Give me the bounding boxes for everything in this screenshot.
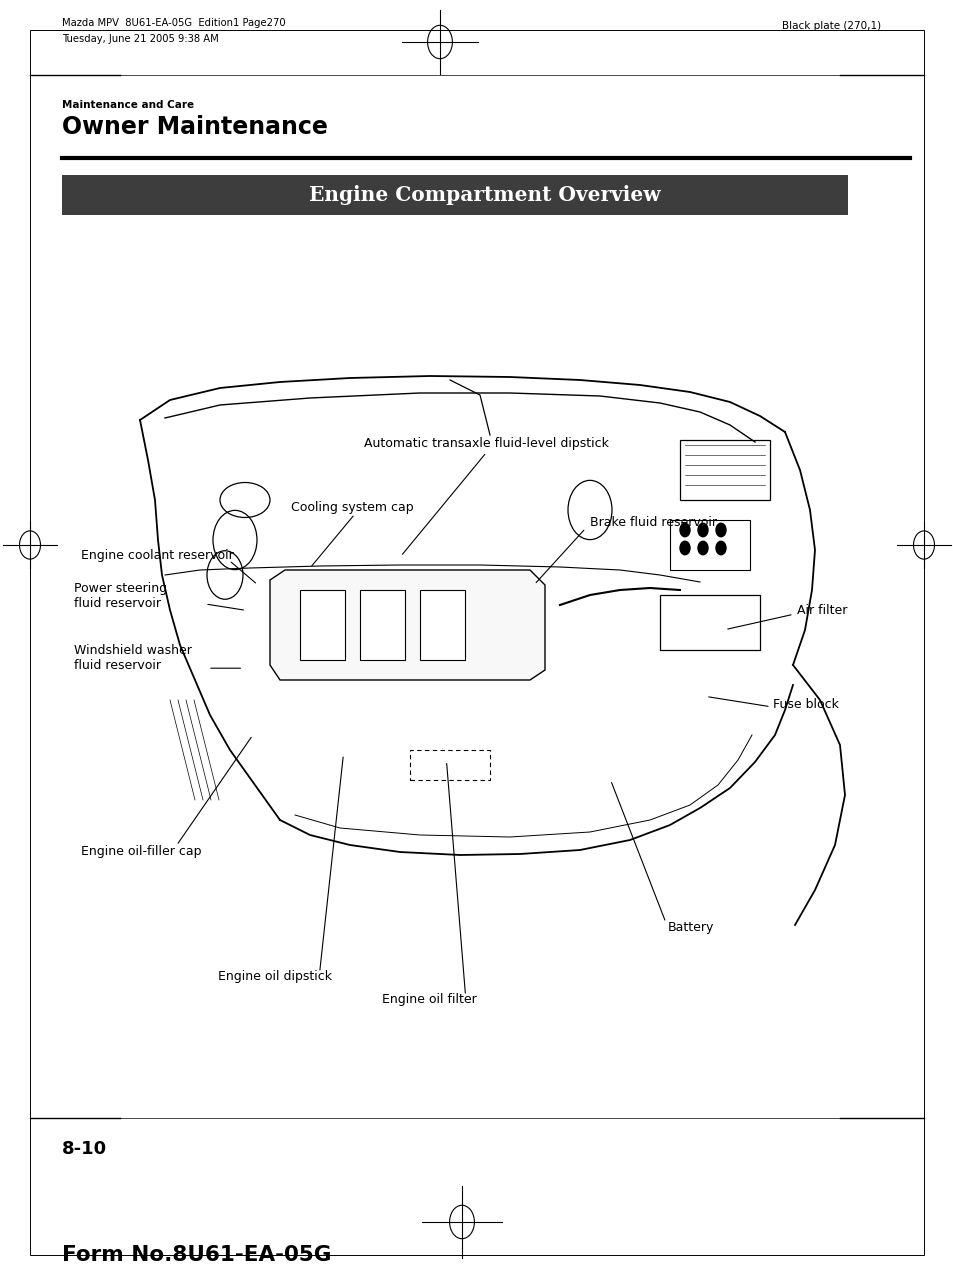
Text: Engine oil filter: Engine oil filter	[381, 993, 476, 1006]
Text: Tuesday, June 21 2005 9:38 AM: Tuesday, June 21 2005 9:38 AM	[62, 33, 218, 44]
Text: Engine coolant reservoir: Engine coolant reservoir	[81, 549, 233, 562]
Text: Air filter: Air filter	[796, 604, 846, 617]
Bar	[62, 175, 847, 215]
Circle shape	[679, 541, 689, 555]
Circle shape	[679, 523, 689, 537]
Circle shape	[716, 541, 725, 555]
Circle shape	[698, 523, 707, 537]
Text: Form No.8U61-EA-05G: Form No.8U61-EA-05G	[62, 1245, 331, 1264]
Circle shape	[698, 541, 707, 555]
Bar	[359, 590, 405, 660]
Text: Automatic transaxle fluid-level dipstick: Automatic transaxle fluid-level dipstick	[364, 437, 608, 450]
Bar	[419, 590, 464, 660]
Text: Maintenance and Care: Maintenance and Care	[62, 100, 193, 111]
Bar	[679, 439, 769, 500]
Circle shape	[716, 523, 725, 537]
Text: Engine oil dipstick: Engine oil dipstick	[217, 970, 331, 983]
Text: Brake fluid reservoir: Brake fluid reservoir	[589, 517, 716, 529]
Text: Engine Compartment Overview: Engine Compartment Overview	[309, 185, 659, 206]
Bar	[299, 590, 345, 660]
Text: Fuse block: Fuse block	[772, 698, 838, 711]
Text: Mazda MPV  8U61-EA-05G  Edition1 Page270: Mazda MPV 8U61-EA-05G Edition1 Page270	[62, 18, 285, 28]
Text: 8-10: 8-10	[62, 1140, 107, 1158]
Text: Windshield washer
fluid reservoir: Windshield washer fluid reservoir	[74, 644, 193, 672]
Bar	[659, 595, 760, 650]
Text: Black plate (270,1): Black plate (270,1)	[781, 21, 881, 31]
Text: Power steering
fluid reservoir: Power steering fluid reservoir	[74, 582, 168, 610]
Polygon shape	[270, 571, 544, 680]
Text: Engine oil-filler cap: Engine oil-filler cap	[81, 846, 201, 858]
Bar	[410, 750, 490, 780]
Text: Owner Maintenance: Owner Maintenance	[62, 114, 328, 139]
Text: Cooling system cap: Cooling system cap	[291, 501, 414, 514]
Ellipse shape	[220, 482, 270, 518]
Bar	[669, 520, 749, 571]
Text: Battery: Battery	[667, 921, 714, 934]
